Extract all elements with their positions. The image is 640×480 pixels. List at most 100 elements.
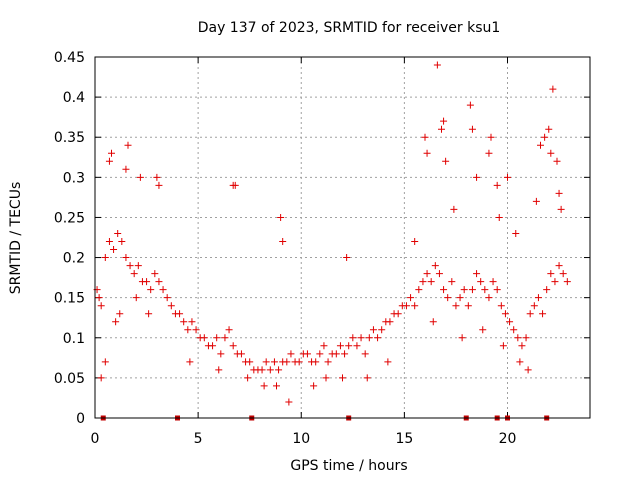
data-point [489,278,497,286]
x-axis-label: GPS time / hours [290,458,407,474]
data-point [522,334,530,342]
data-point [145,310,153,318]
grid [95,57,590,418]
data-point [386,318,394,326]
data-point [159,286,167,294]
data-point [555,262,563,270]
data-point [539,310,547,318]
data-point [136,173,144,181]
data-point [270,358,278,366]
data-point [341,350,349,358]
y-tick-labels: 0 0.05 0.1 0.15 0.2 0.25 0.3 0.35 0.4 0.45 [54,50,85,427]
data-point [555,189,563,197]
data-point [97,302,105,310]
data-point [180,318,188,326]
data-point [514,334,522,342]
data-point [336,342,344,350]
data-point [442,157,450,165]
data-point [345,342,353,350]
y-tick-label: 0.25 [54,210,85,226]
data-point [118,238,126,246]
data-point [258,366,266,374]
data-point [192,326,200,334]
data-point [402,302,410,310]
data-point [134,262,142,270]
data-point [553,157,561,165]
data-point [534,294,542,302]
data-point [407,294,415,302]
data-point [460,286,468,294]
data-point [213,334,221,342]
data-point [186,358,194,366]
data-point [287,350,295,358]
data-point [130,270,138,278]
data-point [537,141,544,149]
data-point [518,342,526,350]
data-point [231,181,239,189]
data-point [497,302,505,310]
data-point [188,318,196,326]
data-point [532,197,540,205]
data-point [411,302,419,310]
y-tick-label: 0.2 [63,251,85,267]
data-point [155,278,163,286]
x-tick-label: 10 [292,431,310,447]
data-point [217,350,225,358]
x-tick-labels: 0 5 10 15 20 [91,431,517,447]
data-point [563,278,571,286]
data-point [200,334,208,342]
data-point [468,125,476,133]
y-tick-label: 0.15 [54,291,85,307]
data-point [283,358,291,366]
data-point [349,334,357,342]
data-point [110,246,118,254]
data-point [423,270,431,278]
data-point [477,278,485,286]
data-point [551,278,559,286]
data-point [541,133,549,141]
data-point [512,229,520,237]
data-point [116,310,124,318]
data-point [215,366,223,374]
data-point [155,181,163,189]
x-tick-label: 0 [91,431,100,447]
data-point [132,294,140,302]
data-point [167,302,175,310]
data-point [526,310,534,318]
y-tick-label: 0.4 [63,90,85,106]
y-tick-label: 0.45 [54,50,85,66]
data-point [547,270,555,278]
data-point [419,278,427,286]
data-point [275,366,283,374]
data-point [440,286,448,294]
y-tick-label: 0.05 [54,371,85,387]
data-point [448,278,456,286]
data-point [262,358,270,366]
data-point [322,374,330,382]
data-point [415,286,423,294]
data-point [421,133,429,141]
data-point [466,101,474,109]
data-point [101,358,109,366]
data-point [105,157,113,165]
chart-title: Day 137 of 2023, SRMTID for receiver ksu… [198,20,501,36]
data-point [479,326,487,334]
data-point [303,350,311,358]
data-point [221,334,229,342]
data-point [487,133,495,141]
data-point [557,205,565,213]
data-point [493,181,501,189]
data-point [229,342,237,350]
data-point [431,262,439,270]
data-point [273,382,280,390]
data-point [97,374,105,382]
data-point [504,173,511,181]
data-point [339,374,346,382]
data-point [295,358,303,366]
data-point [440,117,448,125]
y-axis-label: SRMTID / TECUs [8,182,24,295]
data-point [411,238,419,246]
data-point [163,294,171,302]
y-tick-label: 0.35 [54,130,85,146]
